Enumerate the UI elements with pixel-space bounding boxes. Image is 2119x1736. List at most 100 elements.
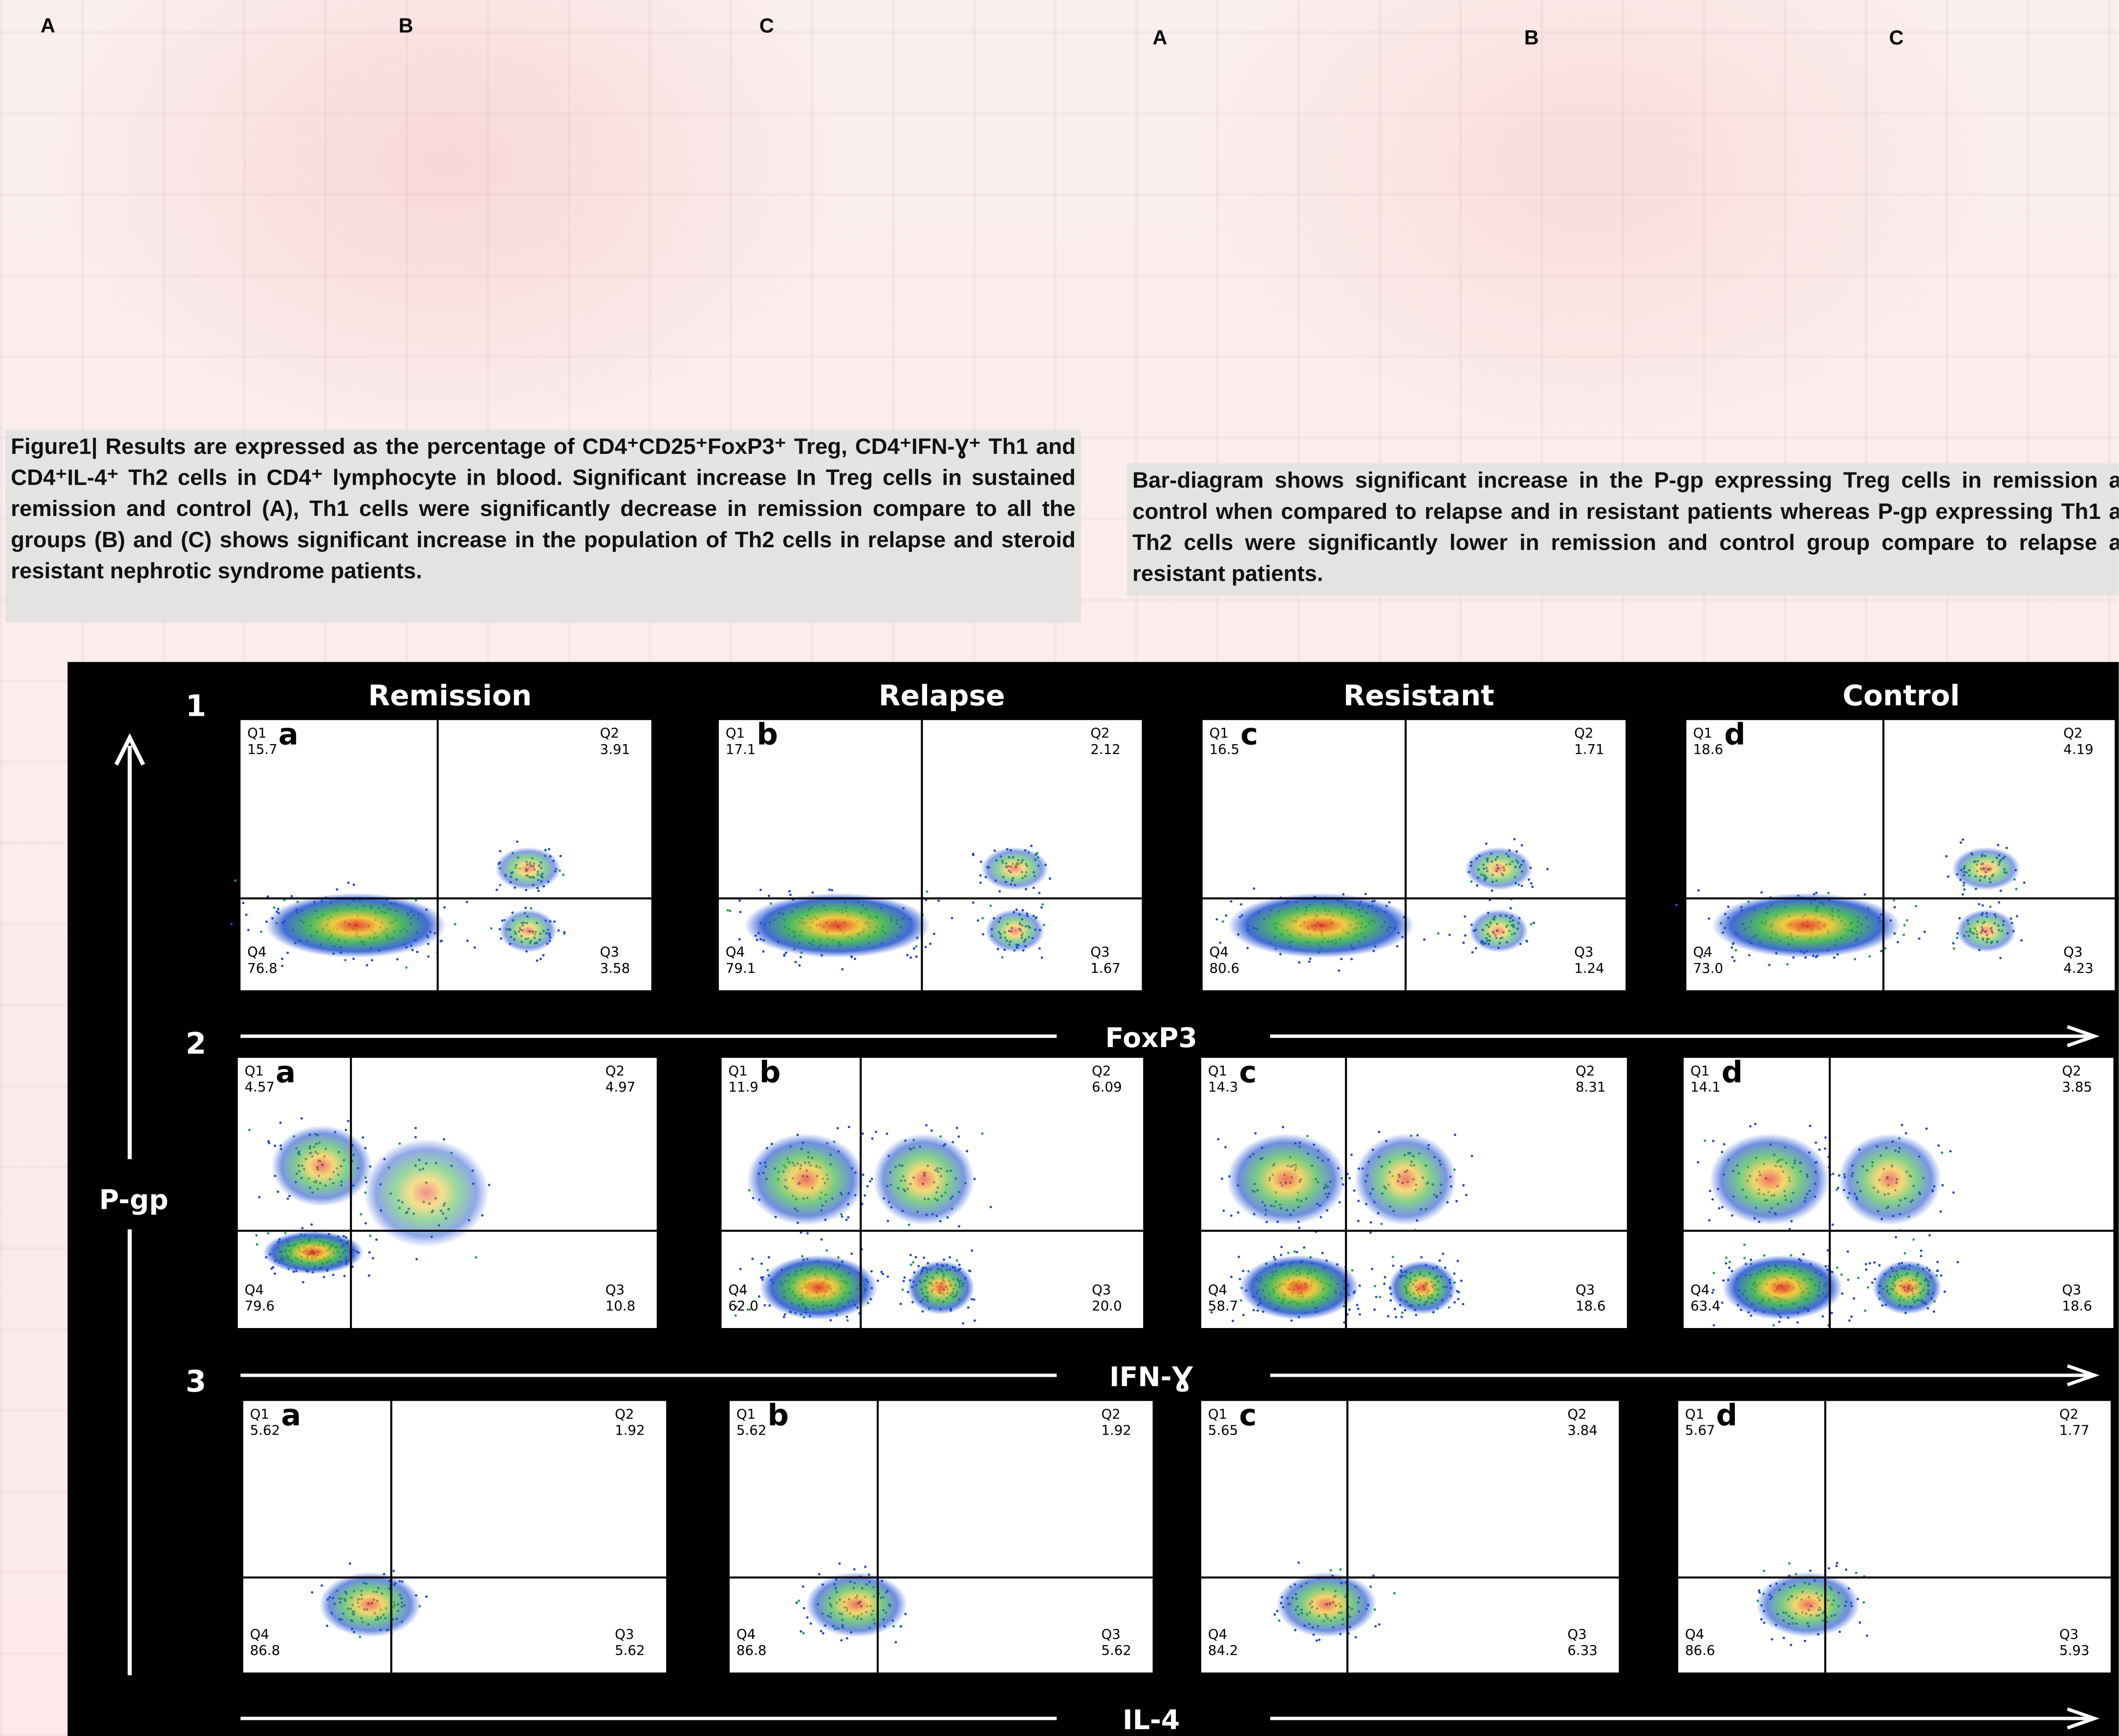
quadrant-name: Q2	[1567, 1406, 1586, 1422]
event-dot	[759, 889, 762, 891]
event-dot	[499, 850, 501, 853]
density	[1956, 909, 2016, 952]
page: A B C A B C Figure1| Results are express…	[0, 0, 2119, 1736]
event-dot	[973, 1319, 976, 1322]
event-dot	[1396, 945, 1399, 947]
event-dot	[1711, 1291, 1714, 1294]
event-dot	[375, 1239, 378, 1241]
quadrant-name: Q1	[1208, 1406, 1227, 1422]
event-dot	[365, 1222, 367, 1224]
event-dot	[321, 1585, 323, 1587]
event-dot	[1030, 845, 1033, 847]
event-dot	[286, 952, 289, 954]
quadrant-name: Q2	[1090, 725, 1109, 741]
event-dot	[1217, 1138, 1219, 1140]
event-dot	[2016, 915, 2018, 918]
event-dot	[1514, 838, 1516, 840]
quadrant-name: Q4	[1690, 1282, 1709, 1298]
event-dot	[982, 933, 984, 936]
event-dot	[1989, 905, 1991, 908]
event-dot	[729, 910, 731, 912]
event-dot	[248, 1129, 251, 1131]
event-dot	[800, 1630, 802, 1632]
quadrant-value: 86.6	[1685, 1642, 1715, 1658]
quadrant-name: Q1	[244, 1063, 263, 1079]
quadrant-value: 6.33	[1567, 1642, 1598, 1658]
event-dot	[925, 1124, 928, 1127]
event-dot	[825, 1249, 828, 1252]
density	[1227, 1134, 1346, 1225]
event-dot	[332, 1274, 335, 1276]
panel-letter: d	[1716, 1398, 1738, 1433]
event-dot	[1815, 1141, 1817, 1144]
quadrant-name: Q2	[1574, 725, 1593, 741]
event-dot	[1925, 1128, 1928, 1130]
event-dot	[1392, 1256, 1394, 1258]
event-dot	[1848, 1319, 1851, 1322]
quadrant-value: 14.1	[1690, 1079, 1721, 1095]
event-dot	[1905, 1132, 1907, 1135]
event-dot	[1962, 893, 1964, 896]
event-dot	[230, 922, 233, 925]
plot-area	[730, 1401, 1152, 1672]
event-dot	[2006, 847, 2008, 849]
event-dot	[1462, 1303, 1464, 1306]
quadrant-value: 76.8	[247, 960, 278, 976]
event-dot	[425, 1595, 428, 1598]
event-dot	[234, 879, 237, 882]
event-dot	[1475, 947, 1477, 949]
event-dot	[1338, 969, 1340, 972]
event-dot	[396, 958, 399, 961]
event-dot	[1222, 921, 1224, 923]
quadrant-name: Q4	[736, 1626, 756, 1642]
panel-letter: a	[279, 718, 299, 752]
event-dot	[1356, 1304, 1359, 1306]
quadrant-value: 58.7	[1208, 1298, 1238, 1314]
event-dot	[260, 931, 262, 933]
event-dot	[764, 1304, 766, 1307]
event-dot	[344, 959, 346, 962]
event-dot	[258, 1196, 260, 1199]
event-dot	[1232, 1320, 1234, 1322]
event-dot	[1936, 1261, 1939, 1263]
event-dot	[1709, 1190, 1711, 1192]
event-dot	[1439, 1259, 1441, 1262]
event-dot	[290, 895, 293, 898]
event-dot	[864, 1194, 866, 1197]
event-dot	[1453, 1272, 1455, 1275]
event-dot	[1383, 1283, 1385, 1285]
event-dot	[1530, 923, 1533, 925]
event-dot	[1230, 1276, 1232, 1278]
event-dot	[440, 940, 443, 942]
quadrant-value: 86.8	[736, 1642, 767, 1658]
event-dot	[847, 1216, 849, 1219]
event-dot	[1530, 882, 1533, 885]
event-dot	[1282, 1126, 1284, 1128]
event-dot	[1675, 904, 1678, 906]
quadrant-name: Q2	[2062, 1063, 2081, 1079]
event-dot	[962, 1322, 964, 1325]
quadrant-value: 1.77	[2059, 1422, 2090, 1438]
event-dot	[1763, 1254, 1766, 1257]
event-dot	[806, 1232, 809, 1235]
event-dot	[1401, 1311, 1404, 1314]
quadrant-value: 14.3	[1208, 1079, 1238, 1095]
poster: A B C A B C Figure1| Results are express…	[0, 0, 2119, 1736]
event-dot	[796, 1602, 798, 1604]
event-dot	[466, 901, 468, 903]
event-dot	[1296, 1251, 1298, 1253]
event-dot	[949, 1256, 951, 1259]
event-dot	[739, 911, 741, 913]
event-dot	[956, 1259, 958, 1262]
event-dot	[1521, 885, 1523, 887]
event-dot	[392, 1570, 395, 1572]
event-dot	[326, 1625, 328, 1627]
row-number: 3	[186, 1365, 206, 1399]
event-dot	[1526, 940, 1528, 943]
event-dot	[496, 889, 498, 891]
panel-letter: c	[1239, 1398, 1257, 1433]
event-dot	[1455, 1200, 1458, 1202]
event-dot	[1894, 906, 1896, 908]
event-dot	[499, 884, 501, 886]
quadrant-name: Q3	[1101, 1626, 1120, 1642]
